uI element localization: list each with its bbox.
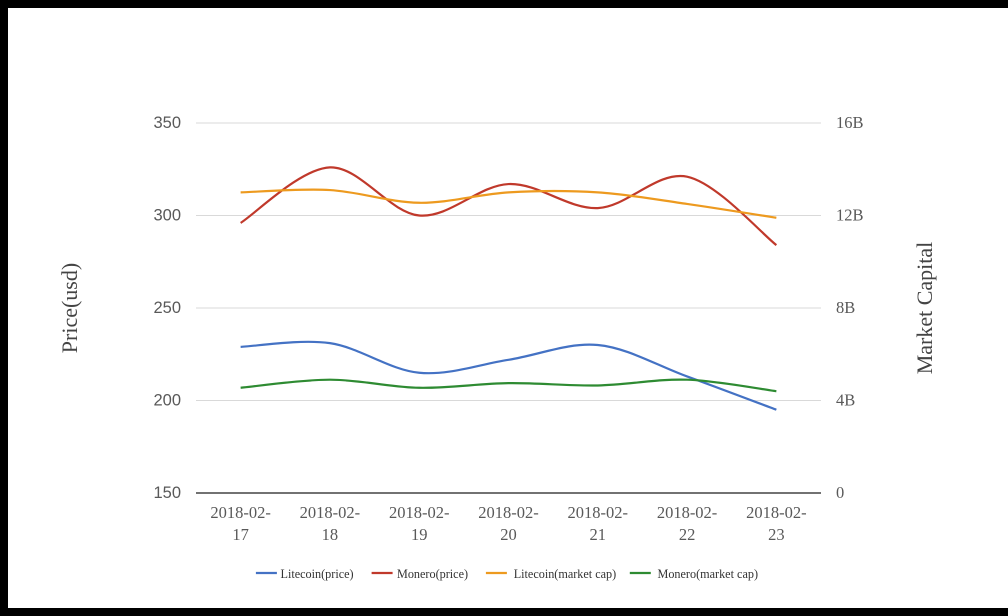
svg-text:2018-02-: 2018-02- [478, 503, 539, 522]
svg-text:20: 20 [500, 525, 517, 544]
svg-text:12B: 12B [836, 206, 864, 225]
svg-text:Litecoin(price): Litecoin(price) [281, 567, 354, 581]
svg-text:2018-02-: 2018-02- [657, 503, 718, 522]
svg-text:150: 150 [153, 484, 181, 502]
svg-text:350: 350 [153, 114, 181, 132]
svg-text:2018-02-: 2018-02- [568, 503, 629, 522]
svg-text:2018-02-: 2018-02- [746, 503, 807, 522]
svg-text:8B: 8B [836, 298, 855, 317]
svg-text:0: 0 [836, 483, 844, 502]
svg-text:300: 300 [153, 207, 181, 225]
svg-text:23: 23 [768, 525, 785, 544]
svg-text:17: 17 [232, 525, 249, 544]
svg-text:19: 19 [411, 525, 428, 544]
svg-text:250: 250 [153, 299, 181, 317]
svg-text:2018-02-: 2018-02- [300, 503, 361, 522]
svg-text:Litecoin(market cap): Litecoin(market cap) [514, 567, 617, 581]
svg-text:Market Capital: Market Capital [912, 242, 937, 375]
svg-text:2018-02-: 2018-02- [210, 503, 271, 522]
svg-text:Price(usd): Price(usd) [57, 263, 82, 353]
svg-text:2018-02-: 2018-02- [389, 503, 450, 522]
svg-text:Monero(market cap): Monero(market cap) [658, 567, 759, 581]
svg-text:200: 200 [153, 392, 181, 410]
svg-text:18: 18 [322, 525, 339, 544]
svg-text:22: 22 [679, 525, 696, 544]
svg-text:16B: 16B [836, 113, 864, 132]
svg-text:21: 21 [590, 525, 607, 544]
svg-text:Monero(price): Monero(price) [397, 567, 468, 581]
svg-text:4B: 4B [836, 391, 855, 410]
